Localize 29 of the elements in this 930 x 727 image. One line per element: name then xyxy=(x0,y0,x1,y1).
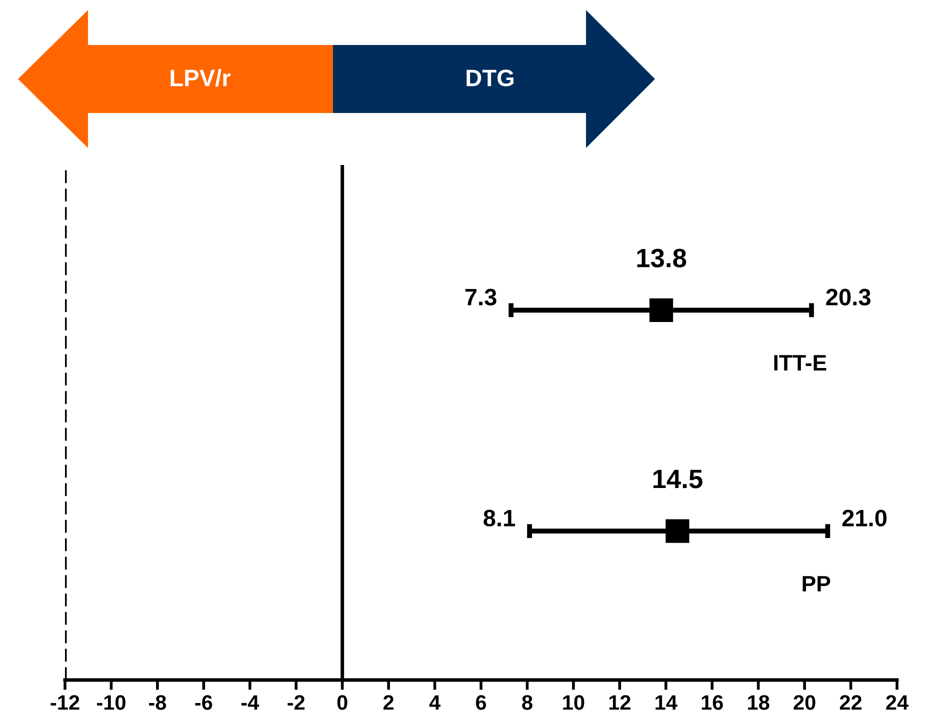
x-tick-label: 6 xyxy=(476,695,486,710)
x-tick-label: 12 xyxy=(609,695,630,710)
data-label: 13.8 xyxy=(637,248,686,268)
x-tick-label: -10 xyxy=(96,695,126,710)
y-tick-label: PP xyxy=(802,576,830,592)
x-tick-label: 16 xyxy=(702,695,723,710)
x-tick-label: 22 xyxy=(840,695,862,710)
x-tick-label: 0 xyxy=(337,695,348,710)
x-tick-label: 4 xyxy=(429,695,440,710)
x-tick-label: -4 xyxy=(241,695,260,710)
annotation: 7.3 xyxy=(465,288,496,306)
annotation: 8.1 xyxy=(484,510,516,526)
x-tick-label: 18 xyxy=(748,695,770,710)
x-tick-label: 20 xyxy=(794,695,816,710)
x-tick-label: -6 xyxy=(195,695,212,710)
annotation: 21.0 xyxy=(842,510,887,526)
x-tick-label: 10 xyxy=(563,695,584,710)
x-tick-label: 14 xyxy=(656,695,678,710)
x-tick-label: 8 xyxy=(522,695,532,710)
text: LPV/r xyxy=(170,68,230,87)
text: DTG xyxy=(466,70,514,86)
x-tick-label: 2 xyxy=(383,695,394,710)
x-tick-label: -12 xyxy=(50,695,80,710)
x-tick-label: 24 xyxy=(886,695,908,710)
x-tick-label: -2 xyxy=(288,695,305,710)
annotation: 20.3 xyxy=(826,288,870,306)
y-tick-label: ITT-E xyxy=(774,355,826,370)
x-tick-label: -8 xyxy=(148,695,166,710)
data-label: 14.5 xyxy=(653,470,702,488)
